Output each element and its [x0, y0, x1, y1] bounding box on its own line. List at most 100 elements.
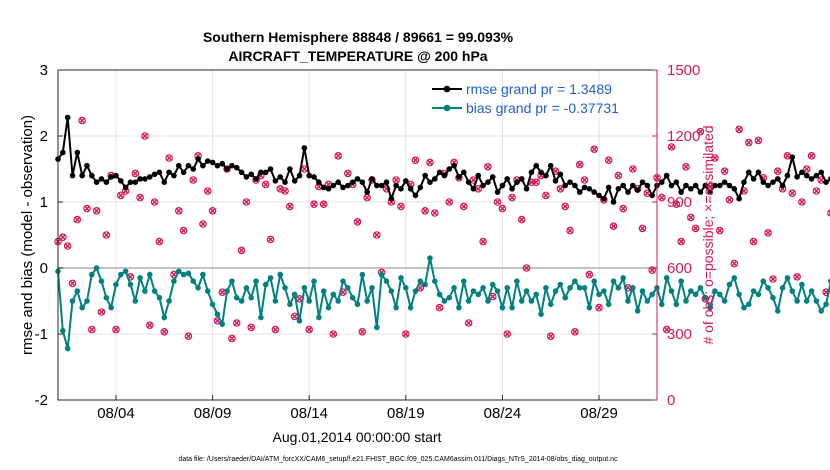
obs-possible-marker: [725, 196, 734, 204]
obs-assimilated-marker: [161, 328, 168, 335]
obs-assimilated-marker: [320, 201, 327, 208]
rmse-point: [354, 176, 361, 182]
bias-point: [552, 288, 559, 294]
bias-point: [214, 311, 221, 318]
rmse-point: [200, 162, 206, 169]
rmse-point: [262, 169, 269, 176]
obs-assimilated-marker: [774, 168, 781, 175]
obs-possible-marker: [397, 202, 405, 211]
obs-assimilated-marker: [668, 143, 675, 151]
obs-assimilated-marker: [59, 234, 66, 241]
obs-possible-marker: [174, 207, 183, 215]
bias-point: [610, 278, 617, 285]
obs-possible-marker: [744, 138, 753, 147]
obs-assimilated-marker: [475, 185, 482, 192]
obs-assimilated-marker: [504, 330, 511, 338]
obs-possible-marker: [266, 235, 275, 244]
bias-point: [620, 275, 626, 281]
right-axis-ticks: 0 300 600 900 1200 1500: [652, 62, 700, 409]
obs-possible-marker: [344, 169, 352, 178]
obs-possible-marker: [793, 272, 801, 281]
rmse-point: [306, 172, 312, 179]
rmse-point: [282, 179, 288, 185]
obs-possible-marker: [764, 229, 772, 237]
obs-assimilated-marker: [716, 227, 723, 234]
rmse-point: [209, 159, 216, 166]
rmse-point: [504, 176, 511, 182]
x-tick-label: 08/04: [97, 405, 135, 422]
obs-assimilated-marker: [576, 161, 583, 168]
obs-assimilated-marker: [267, 236, 274, 243]
bias-point: [316, 314, 322, 321]
rmse-point: [779, 182, 786, 189]
bias-point: [596, 291, 602, 298]
obs-possible-marker: [730, 259, 739, 268]
obs-assimilated-marker: [803, 165, 810, 173]
bias-point: [456, 304, 462, 311]
obs-assimilated-marker: [581, 176, 588, 184]
rmse-point: [610, 199, 617, 205]
rmse-point: [98, 176, 105, 182]
obs-possible-marker: [63, 242, 72, 250]
obs-assimilated-marker: [397, 203, 405, 210]
obs-assimilated-marker: [586, 271, 593, 278]
obs-possible-marker: [228, 334, 236, 343]
bias-point: [166, 298, 172, 304]
bias-point: [296, 318, 303, 324]
bias-point: [697, 285, 704, 291]
rmse-point: [509, 186, 515, 192]
rmse-point: [398, 186, 404, 192]
obs-assimilated-marker: [209, 207, 216, 214]
rmse-point: [634, 187, 641, 193]
rmse-point: [485, 179, 491, 185]
obs-assimilated-marker: [726, 196, 733, 203]
bias-point: [799, 281, 805, 288]
rmse-point: [74, 149, 81, 156]
rmse-point: [412, 192, 419, 199]
rmse-point: [151, 171, 158, 178]
obs-possible-marker: [682, 163, 690, 171]
obs-assimilated-marker: [523, 264, 530, 272]
obs-assimilated-marker: [818, 176, 825, 184]
rmse-point: [93, 179, 100, 185]
rmse-point: [84, 162, 90, 169]
rmse-point: [615, 186, 622, 192]
rmse-point: [668, 182, 675, 189]
obs-possible-marker: [691, 224, 700, 233]
x-axis-ticks: 08/04 08/09 08/14 08/19 08/24 08/29: [97, 395, 618, 422]
obs-assimilated-marker: [228, 335, 235, 342]
obs-assimilated-marker: [678, 238, 685, 245]
bias-point: [630, 285, 636, 291]
bias-point: [581, 285, 588, 291]
rmse-point: [794, 174, 800, 180]
obs-possible-marker: [271, 325, 280, 334]
rmse-point: [726, 182, 733, 189]
obs-assimilated-marker: [156, 238, 163, 245]
bias-point: [132, 298, 139, 304]
obs-assimilated-marker: [518, 216, 525, 223]
obs-assimilated-marker: [151, 198, 158, 206]
obs-assimilated-marker: [793, 273, 801, 280]
rmse-point: [572, 182, 578, 189]
rmse-point: [224, 166, 230, 172]
bias-point: [591, 278, 598, 285]
rmse-point: [258, 169, 264, 176]
rmse-point: [117, 178, 124, 184]
obs-possible-marker: [358, 327, 367, 336]
obs-possible-marker: [687, 213, 695, 222]
bias-point: [93, 265, 100, 271]
obs-assimilated-marker: [412, 157, 419, 164]
obs-possible-marker: [493, 198, 502, 206]
obs-assimilated-marker: [238, 247, 245, 254]
obs-possible-marker: [464, 319, 473, 327]
obs-assimilated-marker: [393, 176, 400, 184]
rmse-point: [320, 184, 327, 191]
bias-point: [195, 285, 201, 291]
obs-possible-marker: [237, 246, 246, 255]
obs-possible-marker: [532, 178, 541, 187]
rmse-point: [750, 176, 757, 182]
obs-assimilated-marker: [175, 207, 182, 214]
obs-possible-marker: [430, 209, 439, 217]
obs-assimilated-marker: [166, 154, 173, 162]
rmse-point: [707, 189, 713, 195]
